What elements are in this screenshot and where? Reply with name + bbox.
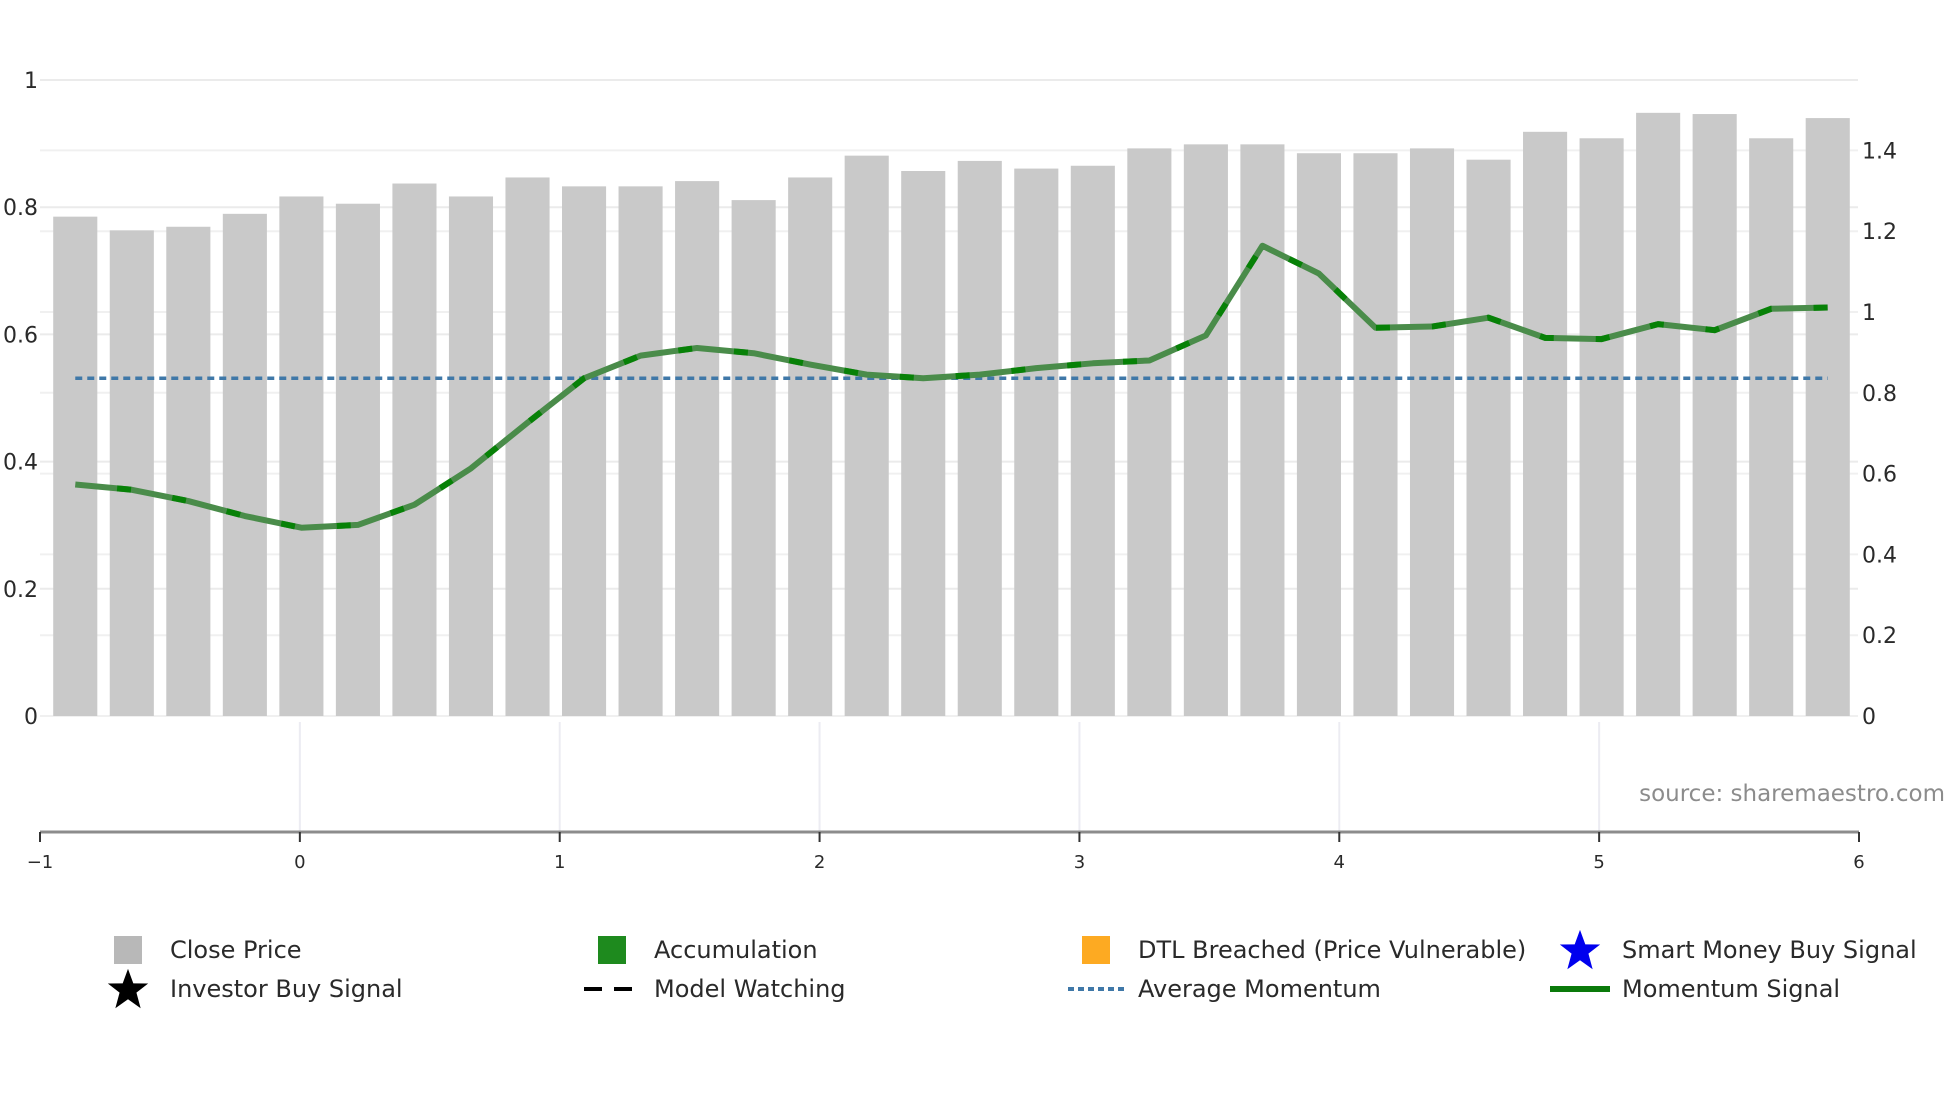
close-price-bar (1579, 138, 1624, 716)
close-price-bar (618, 186, 663, 716)
close-price-bar (279, 196, 324, 716)
svg-text:0: 0 (1862, 705, 1876, 730)
right-y-axis: 0 0.2 0.4 0.6 0.8 1 1.2 1.4 (1862, 139, 1897, 730)
close-price-bar (1692, 114, 1737, 717)
svg-text:1: 1 (24, 69, 38, 94)
svg-text:0.6: 0.6 (1862, 463, 1897, 488)
x-axis: −1 0 1 2 3 4 5 6 (27, 830, 1865, 873)
close-price-bar (109, 230, 154, 716)
svg-text:1.2: 1.2 (1862, 220, 1897, 245)
momentum-signal-line (74, 241, 1828, 531)
close-price-bar (1805, 118, 1850, 716)
svg-text:1: 1 (554, 852, 565, 873)
green-square-icon (580, 932, 644, 968)
close-price-bar (222, 213, 267, 716)
legend-item-model-watching: Model Watching (580, 971, 846, 1007)
close-price-bar (957, 160, 1002, 717)
left-y-axis: 0 0.2 0.4 0.6 0.8 1 (3, 69, 38, 730)
close-price-bar (1183, 144, 1228, 717)
orange-square-icon (1064, 932, 1128, 968)
svg-text:0.8: 0.8 (3, 196, 38, 221)
svg-text:5: 5 (1593, 852, 1604, 873)
svg-text:3: 3 (1074, 852, 1085, 873)
svg-text:0.6: 0.6 (3, 323, 38, 348)
svg-text:0.8: 0.8 (1862, 382, 1897, 407)
legend-item-investor-buy: Investor Buy Signal (96, 968, 403, 1009)
close-price-bar (1240, 144, 1285, 717)
svg-text:4: 4 (1334, 852, 1345, 873)
close-price-bar (1749, 138, 1794, 716)
svg-text:0: 0 (294, 852, 305, 873)
close-price-bar (1353, 153, 1398, 716)
legend-label: Close Price (170, 936, 302, 964)
solid-line-icon (1548, 971, 1612, 1007)
svg-text:6: 6 (1853, 852, 1864, 873)
close-price-bar (1523, 131, 1568, 717)
legend-label: Accumulation (654, 936, 818, 964)
close-price-bar (392, 183, 437, 716)
close-price-bar (1127, 148, 1172, 716)
legend: Close Price Accumulation DTL Breached (P… (0, 929, 1960, 1020)
legend-label: DTL Breached (Price Vulnerable) (1138, 936, 1527, 964)
close-price-bar (1409, 148, 1455, 716)
close-price-bar (561, 186, 607, 716)
legend-item-accumulation: Accumulation (580, 932, 818, 968)
svg-text:0.4: 0.4 (3, 451, 38, 476)
legend-label: Average Momentum (1138, 975, 1381, 1003)
chart-canvas: 0 0.2 0.4 0.6 0.8 1 0 0.2 0.4 0.6 0.8 1 1.2 1.4 −1 0 1… (3, 69, 1945, 873)
close-price-bar (166, 226, 211, 717)
svg-text:1: 1 (1862, 301, 1876, 326)
svg-text:1.4: 1.4 (1862, 139, 1897, 164)
legend-item-smart-money: Smart Money Buy Signal (1548, 929, 1917, 970)
svg-text:0: 0 (24, 705, 38, 730)
close-price-bar (1014, 168, 1059, 716)
close-price-bar (731, 200, 776, 717)
gray-square-icon (96, 932, 160, 968)
svg-text:2: 2 (814, 852, 825, 873)
svg-text:0.4: 0.4 (1862, 543, 1897, 568)
close-price-bars (53, 112, 1850, 717)
source-note: source: sharemaestro.com (1639, 781, 1945, 807)
close-price-bar (1466, 159, 1511, 716)
dotted-line-icon (1064, 971, 1128, 1007)
legend-item-average-momentum: Average Momentum (1064, 971, 1381, 1007)
legend-label: Smart Money Buy Signal (1622, 936, 1917, 964)
legend-label: Momentum Signal (1622, 975, 1841, 1003)
close-price-bar (844, 155, 889, 717)
close-price-bar (335, 203, 380, 716)
legend-item-momentum-signal: Momentum Signal (1548, 971, 1840, 1007)
svg-text:0.2: 0.2 (1862, 624, 1897, 649)
close-price-bar (53, 216, 98, 716)
black-star-icon (96, 968, 160, 1009)
close-price-bar (901, 171, 946, 716)
close-price-bar (675, 181, 720, 716)
blue-star-icon (1548, 929, 1612, 970)
legend-item-dtl-breached: DTL Breached (Price Vulnerable) (1064, 932, 1526, 968)
legend-label: Investor Buy Signal (170, 975, 403, 1003)
dashed-line-icon (580, 971, 644, 1007)
legend-label: Model Watching (654, 975, 846, 1003)
close-price-bar (788, 177, 833, 716)
svg-text:−1: −1 (27, 852, 54, 873)
legend-item-close-price: Close Price (96, 932, 302, 968)
close-price-bar (1636, 112, 1681, 716)
close-price-bar (505, 177, 550, 716)
svg-text:0.2: 0.2 (3, 578, 38, 603)
close-price-bar (1296, 153, 1342, 716)
close-price-bar (1070, 165, 1115, 716)
